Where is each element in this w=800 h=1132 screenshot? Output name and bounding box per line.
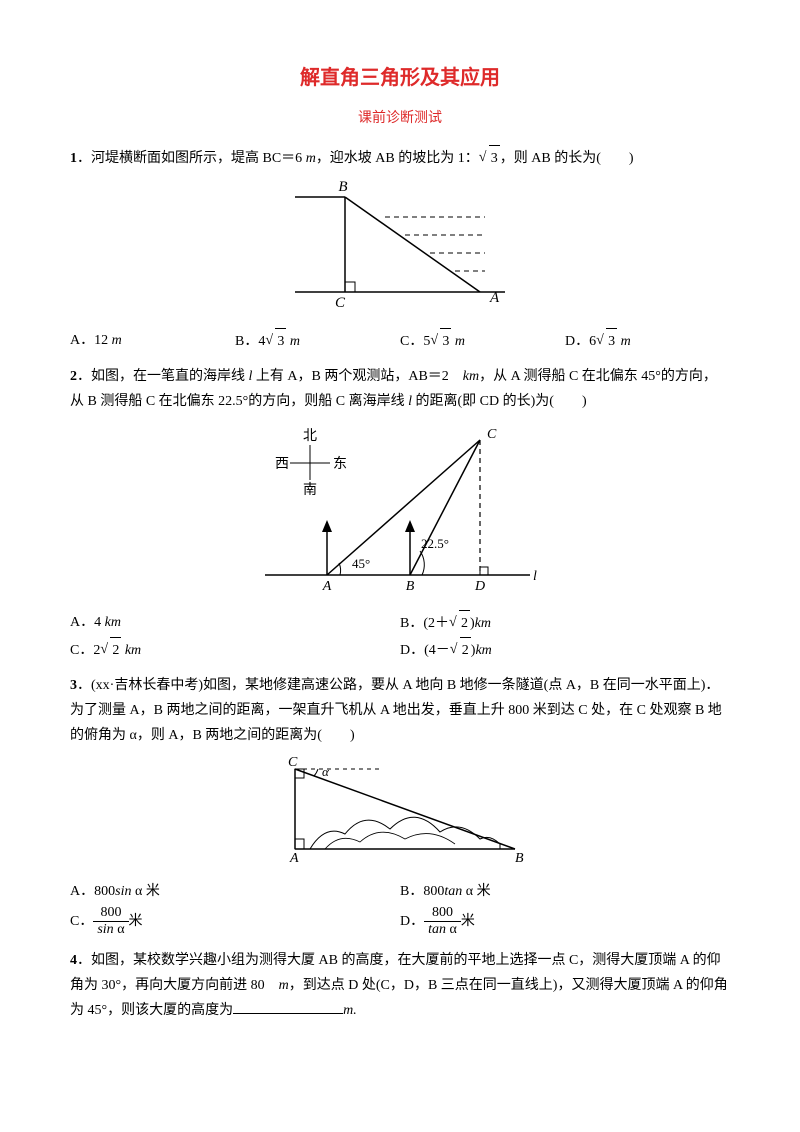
q3-text: ．(xx·吉林长春中考)如图，某地修建高速公路，要从 A 地向 B 地修一条隧道… [70, 678, 722, 743]
svg-text:北: 北 [303, 428, 317, 444]
q3-opt-b: B．800tan α 米 [400, 879, 730, 904]
q1-opt-b: B．43 m [235, 328, 400, 354]
svg-text:A: A [322, 579, 332, 594]
q1-opt-a: A．12 m [70, 328, 235, 354]
figure-3: C α A B [70, 754, 730, 873]
q2-opt-c: C．22 km [70, 637, 400, 663]
svg-text:C: C [335, 295, 346, 311]
svg-text:A: A [289, 851, 299, 864]
svg-text:D: D [474, 579, 485, 594]
q2-options: A．4 km B．(2＋2)km C．22 km D．(4－2)km [70, 610, 730, 662]
svg-text:l: l [533, 569, 537, 584]
q2-opt-a: A．4 km [70, 610, 400, 636]
q1-opt-d: D．63 m [565, 328, 730, 354]
svg-text:东: 东 [333, 456, 347, 472]
q2-text-a: ．如图，在一笔直的海岸线 [77, 369, 249, 384]
q1-text-c: ，则 AB 的长为( ) [500, 151, 634, 166]
q3-opt-a: A．800sin α 米 [70, 879, 400, 904]
q1-opt-c: C．53 m [400, 328, 565, 354]
q4-unit-end: m. [343, 1003, 357, 1018]
q2-text-b: 上有 A，B 两个观测站，AB＝2 [252, 369, 462, 384]
page-subtitle: 课前诊断测试 [70, 106, 730, 131]
svg-text:α: α [322, 764, 330, 779]
svg-text:45°: 45° [352, 556, 370, 571]
svg-text:22.5°: 22.5° [421, 536, 449, 551]
q3-number: 3 [70, 678, 77, 693]
q4-number: 4 [70, 953, 77, 968]
q3-opt-c: C．800sin α米 [70, 905, 400, 938]
question-2: 2．如图，在一笔直的海岸线 l 上有 A，B 两个观测站，AB＝2 km，从 A… [70, 364, 730, 414]
q4-m: m [279, 978, 289, 993]
question-4: 4．如图，某校数学兴趣小组为测得大厦 AB 的高度，在大厦前的平地上选择一点 C… [70, 948, 730, 1024]
q2-km: km [463, 369, 479, 384]
svg-text:B: B [338, 179, 347, 195]
q3-opt-d: D．800tan α米 [400, 905, 730, 938]
q1-options: A．12 m B．43 m C．53 m D．63 m [70, 328, 730, 354]
svg-text:西: 西 [275, 457, 289, 472]
sqrt3-icon: 3 [479, 145, 500, 171]
svg-text:B: B [406, 579, 415, 594]
svg-text:C: C [487, 427, 497, 442]
q2-number: 2 [70, 369, 77, 384]
page-title: 解直角三角形及其应用 [70, 60, 730, 96]
figure-2: 北 南 西 东 45° 22.5° A B D C l [70, 420, 730, 604]
q1-text-b: ，迎水坡 AB 的坡比为 1： [316, 151, 479, 166]
svg-text:B: B [515, 851, 524, 864]
question-1: 1．河堤横断面如图所示，堤高 BC＝6 m，迎水坡 AB 的坡比为 1：3，则 … [70, 145, 730, 171]
q2-opt-b: B．(2＋2)km [400, 610, 730, 636]
q3-options: A．800sin α 米 B．800tan α 米 C．800sin α米 D．… [70, 879, 730, 937]
svg-text:C: C [288, 755, 298, 770]
svg-text:A: A [489, 290, 500, 306]
q2-opt-d: D．(4－2)km [400, 637, 730, 663]
figure-1: B C A [70, 177, 730, 321]
svg-text:南: 南 [303, 482, 317, 498]
q1-text-a: ．河堤横断面如图所示，堤高 BC＝6 [77, 151, 306, 166]
q2-text-d: 的距离(即 CD 的长)为( ) [412, 394, 587, 409]
q1-unit-m: m [306, 151, 316, 166]
q1-number: 1 [70, 151, 77, 166]
question-3: 3．(xx·吉林长春中考)如图，某地修建高速公路，要从 A 地向 B 地修一条隧… [70, 673, 730, 749]
answer-blank [233, 1000, 343, 1014]
